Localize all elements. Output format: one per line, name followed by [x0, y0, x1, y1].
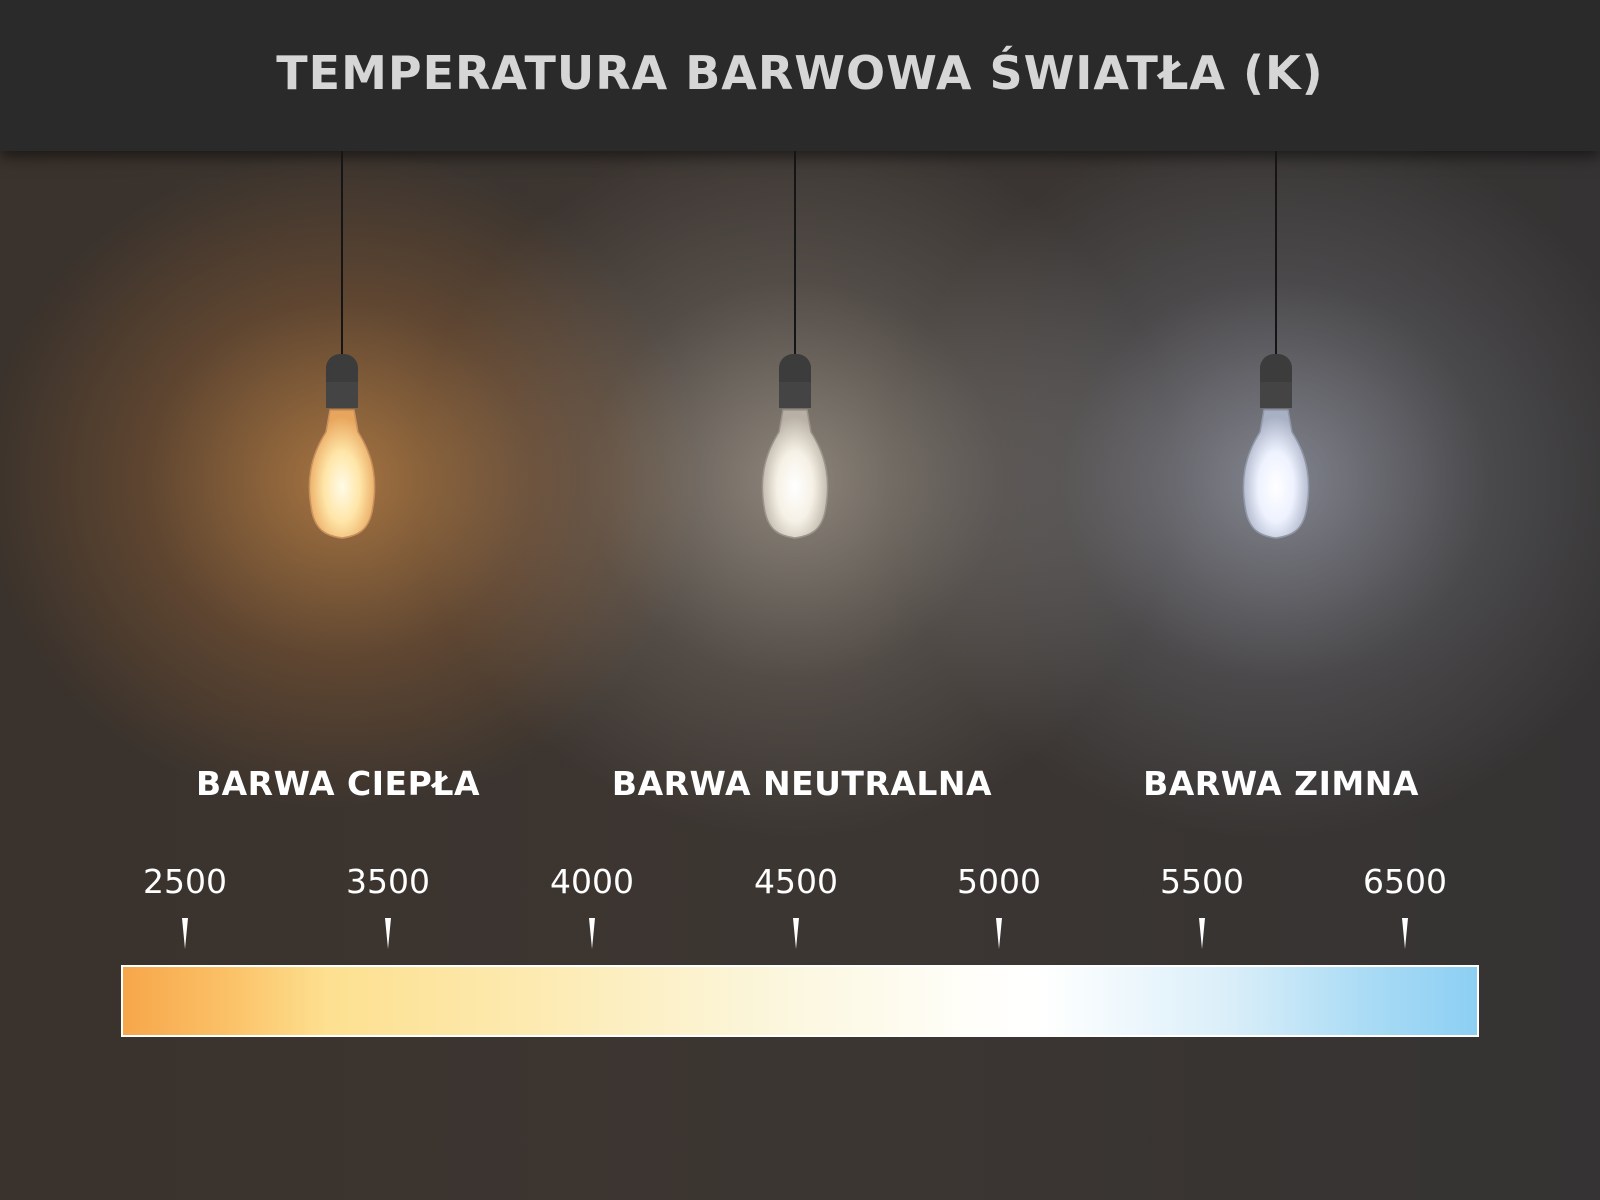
- tick-marker: [793, 918, 799, 949]
- tick-label: 4500: [754, 862, 838, 901]
- label-warm: BARWA CIEPŁA: [195, 764, 480, 803]
- tick-marker: [182, 918, 188, 949]
- bulb-cord-cold: [1275, 151, 1277, 356]
- tick-label: 2500: [143, 862, 227, 901]
- tick-marker: [589, 918, 595, 949]
- label-neutral: BARWA NEUTRALNA: [611, 764, 993, 803]
- tick-label: 5000: [957, 862, 1041, 901]
- color-temperature-gradient-bar: [121, 965, 1479, 1037]
- tick-marker: [1199, 918, 1205, 949]
- page-title: TEMPERATURA BARWOWA ŚWIATŁA (K): [276, 46, 1324, 100]
- label-cold: BARWA ZIMNA: [1143, 764, 1419, 803]
- header-band: TEMPERATURA BARWOWA ŚWIATŁA (K): [0, 0, 1600, 151]
- tick-label: 5500: [1160, 862, 1244, 901]
- bulb-neutral-icon: [761, 354, 829, 539]
- tick-label: 4000: [550, 862, 634, 901]
- bulb-cold-icon: [1242, 354, 1310, 539]
- bulb-warm-icon: [308, 354, 376, 539]
- tick-label: 3500: [346, 862, 430, 901]
- tick-marker: [1402, 918, 1408, 949]
- tick-marker: [385, 918, 391, 949]
- bulb-cord-neutral: [794, 151, 796, 356]
- tick-label: 6500: [1363, 862, 1447, 901]
- tick-marker: [996, 918, 1002, 949]
- bulb-cord-warm: [341, 151, 343, 356]
